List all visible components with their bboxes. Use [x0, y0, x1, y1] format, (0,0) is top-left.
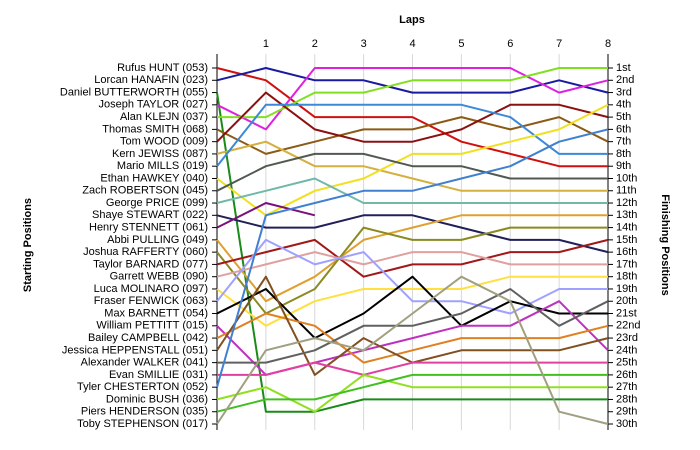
x-tick-label: 2 [312, 38, 318, 50]
legend-label: George PRICE (099) [106, 197, 208, 209]
series-line [216, 140, 608, 192]
legend-label: Evan SMILLIE (031) [109, 369, 208, 381]
legend-label: Zach ROBERTSON (045) [82, 185, 208, 197]
y2-tick-label: 20th [616, 295, 637, 307]
legend-label: Max BARNETT (054) [104, 307, 208, 319]
legend-label: Henry STENNETT (061) [89, 221, 208, 233]
y2-tick-label: 26th [616, 369, 637, 381]
legend-label: Shaye STEWART (022) [92, 209, 208, 221]
legend-label: Alan KLEJN (037) [120, 111, 208, 123]
y2-tick-label: 15th [616, 234, 637, 246]
legend-label: Fraser FENWICK (063) [94, 295, 208, 307]
legend-label: Ethan HAWKEY (040) [100, 172, 208, 184]
legend-label: Jessica HEPPENSTALL (051) [62, 344, 208, 356]
series-line [216, 275, 609, 425]
series-line [216, 251, 608, 278]
y2-tick-label: 11th [616, 185, 637, 197]
x-tick-label: 7 [556, 38, 562, 50]
y2-tick-label: 7th [616, 136, 631, 148]
legend-label: Daniel BUTTERWORTH (055) [60, 86, 208, 98]
series-line [216, 67, 608, 168]
x-tick-label: 4 [409, 38, 415, 50]
y2-tick-label: 2nd [616, 74, 634, 86]
legend-label: Piers HENDERSON (035) [81, 406, 208, 418]
legend-label: Tom WOOD (009) [120, 136, 208, 148]
x-axis-title: Laps [399, 14, 425, 26]
y2-tick-label: 22nd [616, 320, 640, 332]
legend-label: Joshua RAFFERTY (060) [83, 246, 208, 258]
y2-tick-label: 23rd [616, 332, 638, 344]
legend-label: Bailey CAMPBELL (042) [88, 332, 208, 344]
series-line [216, 177, 608, 204]
series-line [217, 67, 608, 119]
y2-tick-label: 6th [616, 123, 631, 135]
legend-label: Garrett WEBB (090) [110, 271, 208, 283]
y2-axis-title: Finishing Positions [659, 194, 671, 295]
series-line [216, 373, 608, 413]
legend-label: Thomas SMITH (068) [102, 123, 208, 135]
y2-tick-label: 28th [616, 393, 637, 405]
legend-label: Dominic BUSH (036) [106, 393, 208, 405]
legend-label: Joseph TAYLOR (027) [99, 99, 208, 111]
y2-tick-label: 21st [616, 307, 637, 319]
legend-label: Tyler CHESTERTON (052) [77, 381, 208, 393]
y2-tick-label: 14th [616, 221, 637, 233]
y2-tick-label: 25th [616, 357, 637, 369]
series-line [216, 238, 608, 315]
y2-tick-label: 29th [616, 406, 637, 418]
legend-label: Taylor BARNARD (077) [93, 258, 208, 270]
y2-tick-label: 24th [616, 344, 637, 356]
series-line [217, 288, 609, 364]
y2-tick-label: 12th [616, 197, 637, 209]
y2-tick-label: 30th [616, 418, 637, 430]
y2-tick-label: 16th [616, 246, 637, 258]
series-line [217, 361, 608, 376]
y2-tick-label: 19th [616, 283, 637, 295]
series-line [216, 128, 609, 388]
y2-tick-label: 13th [616, 209, 637, 221]
legend-label: William PETTITT (015) [96, 320, 208, 332]
series-line [216, 214, 608, 303]
y2-tick-label: 1st [616, 62, 631, 74]
series-line [216, 92, 608, 413]
x-tick-label: 5 [458, 38, 464, 50]
y2-tick-label: 27th [616, 381, 637, 393]
y2-tick-label: 5th [616, 111, 631, 123]
x-tick-label: 8 [605, 38, 611, 50]
series-line [216, 312, 609, 364]
y2-tick-label: 3rd [616, 86, 632, 98]
x-tick-label: 1 [263, 38, 269, 50]
series-line [216, 202, 316, 229]
y2-tick-label: 10th [616, 172, 637, 184]
legend-label: Rufus HUNT (053) [117, 62, 208, 74]
legend-label: Mario MILLS (019) [117, 160, 208, 172]
legend-label: Alexander WALKER (041) [81, 357, 208, 369]
series-line [216, 152, 608, 192]
legend-label: Luca MOLINARO (097) [94, 283, 208, 295]
y2-tick-label: 9th [616, 160, 631, 172]
series-line [216, 103, 608, 167]
y2-tick-label: 18th [616, 271, 637, 283]
y2-tick-label: 8th [616, 148, 631, 160]
y2-tick-label: 4th [616, 99, 631, 111]
x-tick-label: 3 [361, 38, 367, 50]
legend-label: Abbi PULLING (049) [107, 234, 208, 246]
y2-tick-label: 17th [616, 258, 637, 270]
series-line [216, 214, 609, 254]
x-tick-label: 6 [507, 38, 513, 50]
legend-label: Kern JEWISS (087) [112, 148, 208, 160]
legend-label: Toby STEPHENSON (017) [77, 418, 208, 430]
legend-label: Lorcan HANAFIN (023) [94, 74, 208, 86]
y-axis-title: Starting Positions [22, 198, 34, 292]
